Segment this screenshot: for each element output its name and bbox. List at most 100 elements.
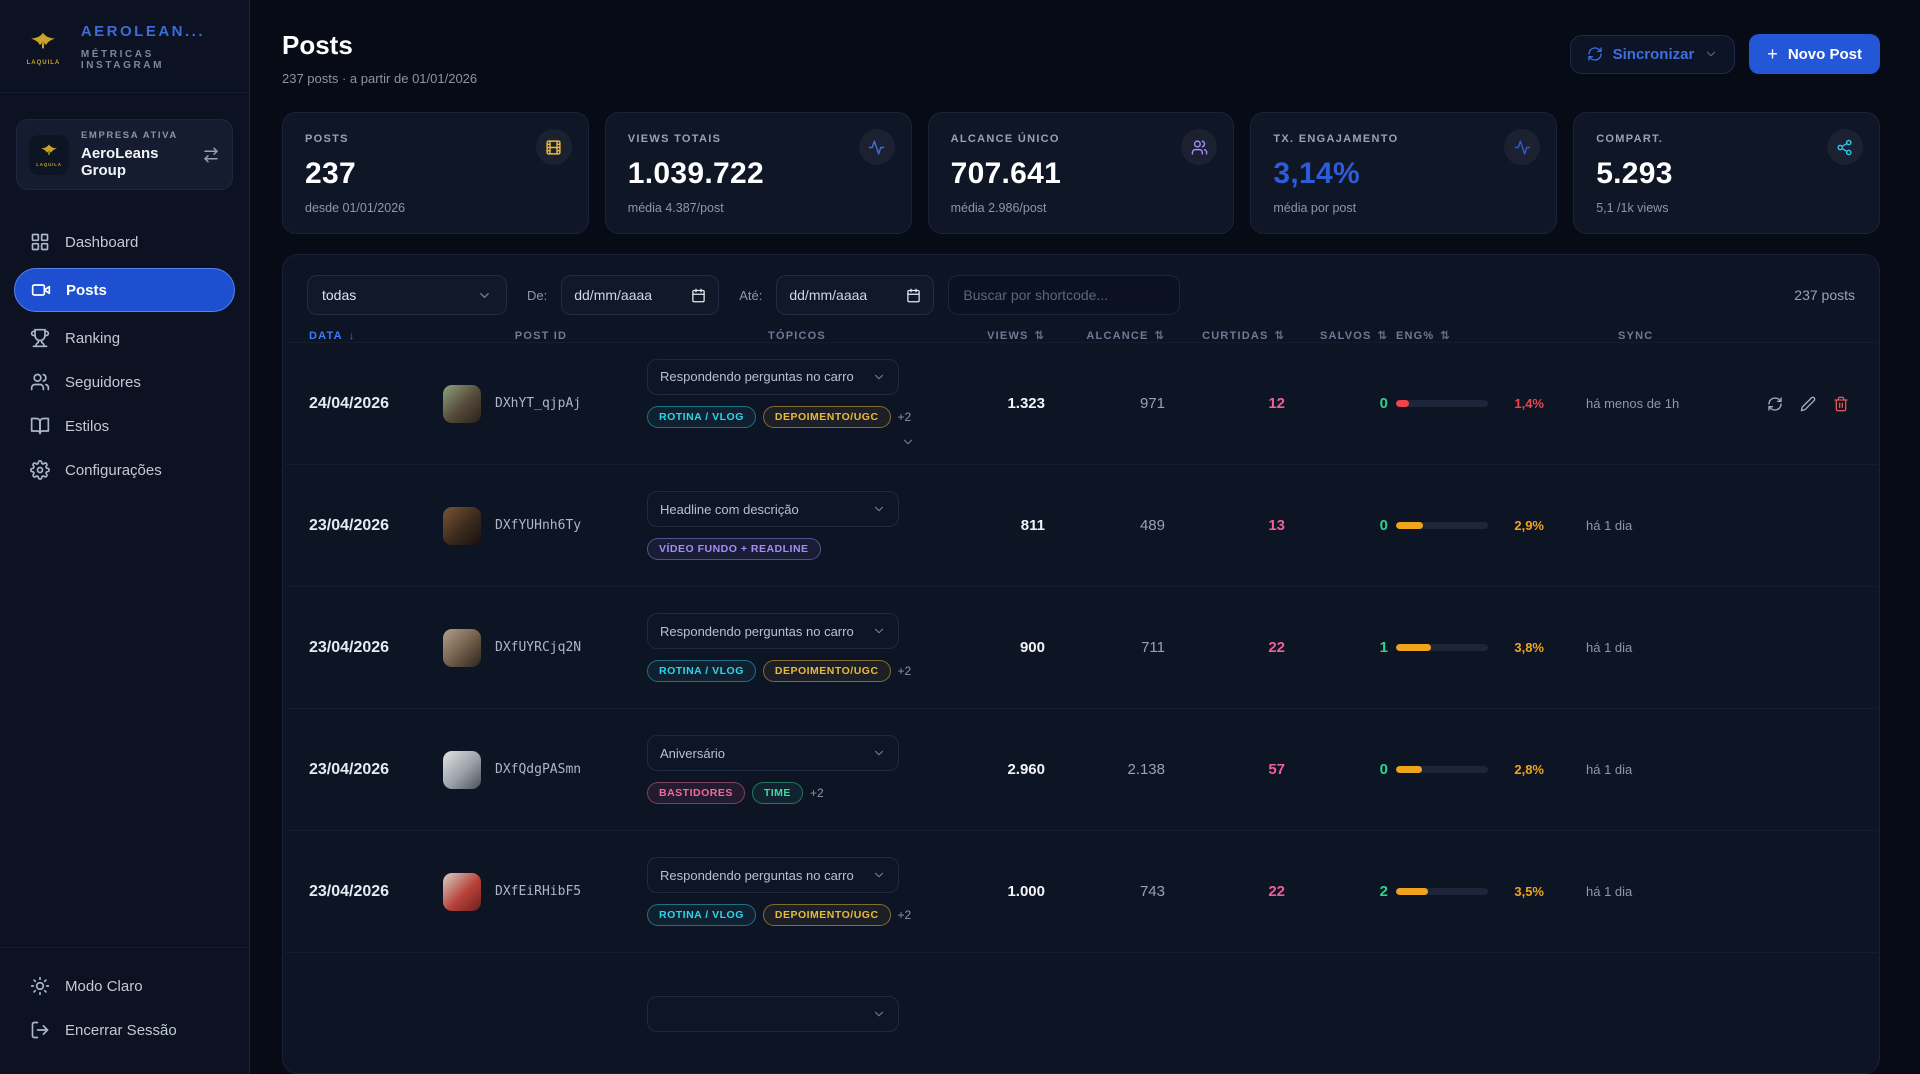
column-header-alcance[interactable]: ALCANCE⇅ xyxy=(1053,329,1165,342)
chevron-down-icon xyxy=(872,370,886,384)
sidebar-item-estilos[interactable]: Estilos xyxy=(0,404,249,448)
sidebar-item-posts[interactable]: Posts xyxy=(14,268,235,312)
topic-tag[interactable]: VÍDEO FUNDO + READLINE xyxy=(647,538,821,560)
post-thumbnail[interactable] xyxy=(443,629,481,667)
page-title: Posts xyxy=(282,30,477,61)
active-company-card[interactable]: LAQUILA EMPRESA ATIVA AeroLeans Group xyxy=(16,119,233,190)
post-date: 23/04/2026 xyxy=(309,883,435,901)
column-header-views[interactable]: VIEWS⇅ xyxy=(955,329,1045,342)
post-thumbnail[interactable] xyxy=(443,385,481,423)
column-header-eng-[interactable]: ENG%⇅ xyxy=(1396,329,1576,342)
resync-icon[interactable] xyxy=(1767,396,1783,412)
filtered-posts-count: 237 posts xyxy=(1794,287,1855,303)
row-actions xyxy=(1767,396,1853,412)
column-header-sync: SYNC xyxy=(1584,330,1853,342)
sidebar-item-modo-claro[interactable]: Modo Claro xyxy=(0,964,249,1008)
post-id[interactable]: DXfEiRHibF5 xyxy=(495,884,581,899)
date-to-label: Até: xyxy=(739,288,762,303)
sidebar-item-configura-es[interactable]: Configurações xyxy=(0,448,249,492)
post-thumbnail[interactable] xyxy=(443,873,481,911)
topic-select[interactable]: Respondendo perguntas no carro xyxy=(647,359,899,395)
sidebar-nav: Dashboard Posts Ranking Seguidores Estil… xyxy=(0,220,249,492)
new-post-label: Novo Post xyxy=(1788,46,1862,63)
topic-tags: VÍDEO FUNDO + READLINE xyxy=(647,538,915,560)
views-value: 1.000 xyxy=(955,883,1045,900)
more-tags-count[interactable]: +2 xyxy=(898,664,912,678)
engagement-bar xyxy=(1396,644,1488,651)
calendar-icon[interactable] xyxy=(691,288,706,303)
stat-subtext: média 2.986/post xyxy=(951,201,1212,215)
stat-card: VIEWS TOTAIS 1.039.722 média 4.387/post xyxy=(605,112,912,234)
sidebar-item-encerrar-sess-o[interactable]: Encerrar Sessão xyxy=(0,1008,249,1052)
post-id[interactable]: DXfUYRCjq2N xyxy=(495,640,581,655)
sort-icon: ⇅ xyxy=(1275,329,1285,342)
likes-value: 22 xyxy=(1173,883,1285,900)
topic-tag[interactable]: DEPOIMENTO/UGC xyxy=(763,406,891,428)
edit-icon[interactable] xyxy=(1800,396,1816,412)
topic-tag[interactable]: ROTINA / VLOG xyxy=(647,406,756,428)
topic-select[interactable]: Aniversário xyxy=(647,735,899,771)
topic-tag[interactable]: ROTINA / VLOG xyxy=(647,904,756,926)
saves-value: 0 xyxy=(1293,761,1388,778)
sidebar-item-dashboard[interactable]: Dashboard xyxy=(0,220,249,264)
table-row: 24/04/2026 DXhYT_qjpAj Respondendo pergu… xyxy=(283,343,1879,464)
sort-icon: ⇅ xyxy=(1155,329,1165,342)
topic-select[interactable]: Respondendo perguntas no carro xyxy=(647,857,899,893)
date-to-input[interactable]: dd/mm/aaaa xyxy=(776,275,934,315)
new-post-button[interactable]: + Novo Post xyxy=(1749,34,1880,74)
stat-label: COMPART. xyxy=(1596,133,1857,145)
topic-select[interactable]: Headline com descrição xyxy=(647,491,899,527)
topic-tag[interactable]: TIME xyxy=(752,782,803,804)
sun-icon xyxy=(30,976,50,996)
sync-time: há 1 dia xyxy=(1586,762,1632,777)
column-header-curtidas[interactable]: CURTIDAS⇅ xyxy=(1173,329,1285,342)
sync-time: há 1 dia xyxy=(1586,640,1632,655)
post-id[interactable]: DXfQdgPASmn xyxy=(495,762,581,777)
date-from-input[interactable]: dd/mm/aaaa xyxy=(561,275,719,315)
grid-icon xyxy=(30,232,50,252)
reach-value: 743 xyxy=(1053,883,1165,900)
switch-company-icon[interactable] xyxy=(202,146,220,164)
sidebar-item-ranking[interactable]: Ranking xyxy=(0,316,249,360)
topic-tag[interactable]: ROTINA / VLOG xyxy=(647,660,756,682)
more-tags-count[interactable]: +2 xyxy=(898,908,912,922)
stat-value: 3,14% xyxy=(1273,157,1534,191)
calendar-icon[interactable] xyxy=(906,288,921,303)
engagement-bar xyxy=(1396,400,1488,407)
users-icon xyxy=(1181,129,1217,165)
sort-desc-icon: ↓ xyxy=(349,330,356,342)
post-id[interactable]: DXfYUHnh6Ty xyxy=(495,518,581,533)
post-thumbnail[interactable] xyxy=(443,751,481,789)
topic-value: Respondendo perguntas no carro xyxy=(660,369,854,384)
column-header-data[interactable]: DATA↓ xyxy=(309,330,435,342)
topic-select[interactable] xyxy=(647,996,899,1032)
type-filter-select[interactable]: todas xyxy=(307,275,507,315)
topic-tag[interactable]: DEPOIMENTO/UGC xyxy=(763,904,891,926)
sidebar-item-seguidores[interactable]: Seguidores xyxy=(0,360,249,404)
post-id[interactable]: DXhYT_qjpAj xyxy=(495,396,581,411)
more-tags-count[interactable]: +2 xyxy=(810,786,824,800)
stat-label: TX. ENGAJAMENTO xyxy=(1273,133,1534,145)
column-header-salvos[interactable]: SALVOS⇅ xyxy=(1293,329,1388,342)
post-thumbnail[interactable] xyxy=(443,507,481,545)
post-date: 23/04/2026 xyxy=(309,517,435,535)
reach-value: 711 xyxy=(1053,639,1165,656)
likes-value: 22 xyxy=(1173,639,1285,656)
users-icon xyxy=(30,372,50,392)
chevron-down-icon[interactable] xyxy=(901,435,915,449)
column-header-t-picos: TÓPICOS xyxy=(647,330,947,342)
sync-button[interactable]: Sincronizar xyxy=(1570,35,1736,74)
more-tags-count[interactable]: +2 xyxy=(898,410,912,424)
delete-icon[interactable] xyxy=(1833,396,1849,412)
table-body: 24/04/2026 DXhYT_qjpAj Respondendo pergu… xyxy=(283,342,1879,1074)
saves-value: 2 xyxy=(1293,883,1388,900)
search-input[interactable] xyxy=(948,275,1180,315)
topic-tags: BASTIDORES TIME +2 xyxy=(647,782,915,804)
stat-card: POSTS 237 desde 01/01/2026 xyxy=(282,112,589,234)
views-value: 811 xyxy=(955,517,1045,534)
topic-tag[interactable]: BASTIDORES xyxy=(647,782,745,804)
chevron-down-icon xyxy=(872,746,886,760)
topic-tag[interactable]: DEPOIMENTO/UGC xyxy=(763,660,891,682)
topic-select[interactable]: Respondendo perguntas no carro xyxy=(647,613,899,649)
table-row: 23/04/2026 DXfYUHnh6Ty Headline com desc… xyxy=(283,465,1879,586)
